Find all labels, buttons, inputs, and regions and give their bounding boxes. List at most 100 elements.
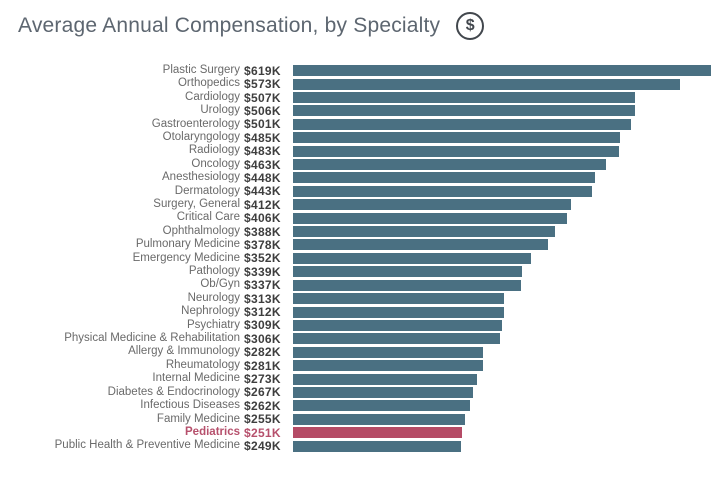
chart-row: Gastroenterology $501K [0, 118, 720, 131]
chart-row: Pathology $339K [0, 265, 720, 278]
category-label: Pathology [188, 265, 240, 278]
chart-row: Diabetes & Endocrinology $267K [0, 386, 720, 399]
bar [293, 226, 555, 238]
bar [293, 105, 635, 117]
value-label: $412K [244, 197, 281, 212]
chart-row: Public Health & Preventive Medicine $249K [0, 439, 720, 452]
chart-row: Pediatrics $251K [0, 426, 720, 439]
chart-row: Dermatology $443K [0, 185, 720, 198]
bar [293, 386, 474, 398]
category-label: Ob/Gyn [200, 278, 240, 291]
bar [293, 185, 592, 197]
chart-row: Surgery, General $412K [0, 198, 720, 211]
chart-row: Family Medicine $255K [0, 413, 720, 426]
chart-row: Plastic Surgery $619K [0, 64, 720, 77]
bar [293, 319, 502, 331]
bar [293, 360, 483, 372]
bar [293, 159, 606, 171]
chart-row: Radiology $483K [0, 144, 720, 157]
value-label: $619K [244, 63, 281, 78]
category-label: Neurology [187, 291, 240, 304]
value-label: $255K [244, 412, 281, 427]
category-label: Ophthalmology [162, 224, 240, 237]
category-label: Surgery, General [153, 198, 240, 211]
category-label: Emergency Medicine [132, 251, 240, 264]
value-label: $312K [244, 305, 281, 320]
bar [293, 373, 478, 385]
bar [293, 132, 621, 144]
chart-header: Average Annual Compensation, by Specialt… [18, 12, 485, 40]
category-label: Pulmonary Medicine [135, 238, 240, 251]
bar-highlighted [293, 427, 463, 439]
category-label: Diabetes & Endocrinology [107, 385, 240, 398]
value-label: $251K [244, 425, 281, 440]
chart-row: Allergy & Immunology $282K [0, 346, 720, 359]
category-label: Urology [200, 104, 240, 117]
bar [293, 279, 521, 291]
value-label: $388K [244, 224, 281, 239]
category-label: Oncology [191, 157, 240, 170]
chart-row: Otolaryngology $485K [0, 131, 720, 144]
bar [293, 78, 680, 90]
value-label: $339K [244, 264, 281, 279]
bar [293, 92, 636, 104]
value-label: $309K [244, 318, 281, 333]
bar [293, 306, 504, 318]
chart-title: Average Annual Compensation, by Specialt… [18, 14, 441, 37]
value-label: $337K [244, 278, 281, 293]
chart-row: Urology $506K [0, 104, 720, 117]
value-label: $313K [244, 291, 281, 306]
category-label: Otolaryngology [162, 130, 240, 143]
category-label: Gastroenterology [151, 117, 240, 130]
chart-row: Ophthalmology $388K [0, 225, 720, 238]
chart-row: Ob/Gyn $337K [0, 279, 720, 292]
chart-row: Emergency Medicine $352K [0, 252, 720, 265]
category-label: Physical Medicine & Rehabilitation [64, 332, 240, 345]
bar [293, 172, 596, 184]
chart-row: Anesthesiology $448K [0, 171, 720, 184]
bar [293, 145, 619, 157]
value-label: $463K [244, 157, 281, 172]
bar [293, 212, 568, 224]
value-label: $281K [244, 358, 281, 373]
category-label: Cardiology [185, 90, 240, 103]
category-label: Plastic Surgery [162, 63, 240, 76]
value-label: $448K [244, 170, 281, 185]
value-label: $485K [244, 130, 281, 145]
bar [293, 413, 466, 425]
bar [293, 333, 500, 345]
value-label: $352K [244, 251, 281, 266]
value-label: $273K [244, 372, 281, 387]
category-label: Internal Medicine [152, 372, 240, 385]
chart-row: Nephrology $312K [0, 305, 720, 318]
chart-row: Critical Care $406K [0, 211, 720, 224]
bar [293, 65, 711, 77]
bar [293, 440, 462, 452]
chart-row: Oncology $463K [0, 158, 720, 171]
chart-row: Internal Medicine $273K [0, 372, 720, 385]
bar [293, 346, 484, 358]
value-label: $443K [244, 184, 281, 199]
category-label: Pediatrics [185, 425, 240, 438]
chart-row: Pulmonary Medicine $378K [0, 238, 720, 251]
category-label: Anesthesiology [162, 171, 240, 184]
value-label: $267K [244, 385, 281, 400]
bar [293, 400, 470, 412]
dollar-circle-icon: $ [456, 12, 485, 40]
chart-row: Orthopedics $573K [0, 77, 720, 90]
chart-row: Cardiology $507K [0, 91, 720, 104]
chart-row: Infectious Diseases $262K [0, 399, 720, 412]
chart-row: Rheumatology $281K [0, 359, 720, 372]
bar [293, 252, 531, 264]
value-label: $378K [244, 237, 281, 252]
category-label: Psychiatry [186, 318, 240, 331]
category-label: Allergy & Immunology [128, 345, 240, 358]
category-label: Nephrology [181, 305, 240, 318]
value-label: $406K [244, 211, 281, 226]
value-label: $249K [244, 439, 281, 454]
bar [293, 239, 549, 251]
category-label: Radiology [188, 144, 240, 157]
value-label: $501K [244, 117, 281, 132]
bar [293, 266, 522, 278]
value-label: $507K [244, 90, 281, 105]
